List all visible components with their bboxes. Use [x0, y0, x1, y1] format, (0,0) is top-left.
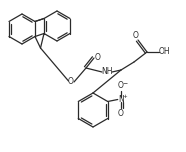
- Text: OH: OH: [158, 47, 170, 57]
- Text: N: N: [118, 95, 124, 104]
- Text: O: O: [94, 54, 100, 62]
- Text: −: −: [122, 80, 127, 85]
- Text: O: O: [68, 78, 74, 86]
- Text: O: O: [118, 109, 124, 118]
- Text: O: O: [118, 81, 124, 90]
- Text: O: O: [133, 31, 139, 40]
- Text: +: +: [122, 94, 127, 99]
- Text: NH: NH: [101, 67, 113, 76]
